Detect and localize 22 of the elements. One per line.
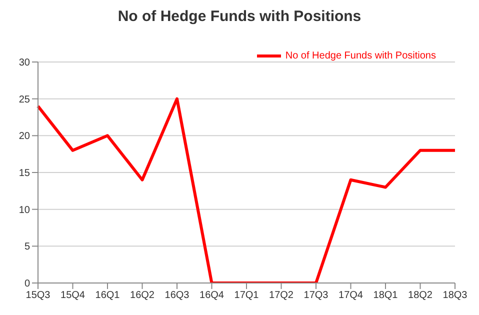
- x-tick-label: 17Q1: [234, 290, 260, 302]
- x-tick-label: 16Q4: [200, 290, 224, 302]
- y-tick-label: 25: [18, 94, 30, 106]
- y-tick-label: 5: [24, 242, 30, 253]
- y-tick-label: 30: [18, 58, 30, 69]
- x-tick-label: 18Q1: [373, 290, 398, 302]
- y-tick-label: 0: [24, 278, 30, 290]
- x-tick-label: 18Q3: [442, 290, 468, 302]
- x-tick-label: 16Q2: [130, 290, 155, 302]
- x-tick-label: 16Q1: [95, 290, 120, 302]
- x-tick-label: 16Q3: [164, 290, 190, 302]
- y-tick-label: 20: [18, 131, 30, 142]
- x-tick-label: 15Q4: [60, 290, 86, 302]
- legend-label: No of Hedge Funds with Positions: [285, 50, 436, 62]
- y-tick-label: 15: [18, 168, 30, 180]
- x-tick-label: 18Q2: [408, 290, 433, 302]
- x-tick-label: 17Q3: [304, 290, 329, 302]
- x-tick-label: 17Q2: [269, 290, 294, 302]
- x-tick-label: 17Q4: [338, 290, 364, 302]
- chart-title: No of Hedge Funds with Positions: [116, 8, 362, 27]
- y-tick-label: 10: [18, 204, 30, 216]
- x-tick-label: 15Q3: [26, 290, 51, 302]
